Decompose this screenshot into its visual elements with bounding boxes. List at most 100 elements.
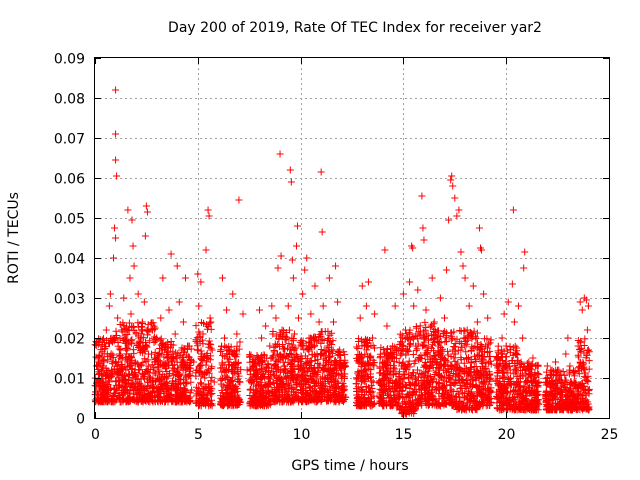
data-point [425,383,433,391]
data-point [106,290,114,298]
data-point [246,353,254,361]
data-point [275,383,283,391]
data-point [448,333,456,341]
data-point [207,341,215,349]
data-point [337,352,345,360]
data-point [579,364,587,372]
data-point [397,338,405,346]
data-point [126,274,134,282]
data-point [390,364,398,372]
data-point [425,397,433,405]
data-point [136,362,144,370]
data-point [151,369,159,377]
data-point [289,398,297,406]
data-point [279,358,287,366]
axis-ticks [95,58,610,419]
data-point [515,405,523,413]
data-point [457,354,465,362]
y-tick-label: 0.06 [54,172,85,188]
data-point [135,342,143,350]
data-point [433,400,441,408]
data-point [357,351,365,359]
data-point [300,368,308,376]
data-point [401,335,409,343]
data-point [378,363,386,371]
data-point [327,359,335,367]
data-point [376,350,384,358]
data-point [365,352,373,360]
data-point [291,355,299,363]
data-point [160,360,168,368]
data-point [220,361,228,369]
data-point [454,346,462,354]
data-point [309,370,317,378]
data-point [438,374,446,382]
data-point [570,378,578,386]
data-point [524,400,532,408]
x-tick-label: 25 [601,427,619,443]
data-point [478,246,486,254]
data-point [551,405,559,413]
data-point [138,394,146,402]
data-point [133,391,141,399]
data-point [399,345,407,353]
data-point [248,401,256,409]
data-point [303,361,311,369]
y-tick-label: 0.04 [54,252,85,268]
data-point [294,388,302,396]
data-point [458,406,466,414]
data-point [556,399,564,407]
data-point [360,394,368,402]
data-point [584,302,592,310]
data-point [269,378,277,386]
data-point [201,397,209,405]
data-point [190,358,198,366]
data-point [577,399,585,407]
data-point [177,362,185,370]
data-point [277,252,285,260]
data-point [554,376,562,384]
data-point [398,382,406,390]
data-point [321,374,329,382]
data-point [499,369,507,377]
data-point [493,372,501,380]
data-point [502,353,510,361]
data-point [441,400,449,408]
x-tick-label: 10 [293,427,311,443]
data-point [380,349,388,357]
data-point [421,385,429,393]
data-point [566,362,574,370]
data-point [311,333,319,341]
data-point [558,391,566,399]
data-point [421,318,429,326]
data-point [180,357,188,365]
data-point [292,350,300,358]
data-point [167,338,175,346]
data-point [411,406,419,414]
data-point [319,302,327,310]
data-point [469,333,477,341]
data-point [464,369,472,377]
data-point [510,387,518,395]
data-point [117,346,125,354]
data-point [477,366,485,374]
data-point [338,366,346,374]
data-point [273,387,281,395]
data-point [266,342,274,350]
data-point [486,370,494,378]
data-point [305,383,313,391]
data-point [199,340,207,348]
data-point [412,342,420,350]
data-point [170,383,178,391]
data-point [95,370,103,378]
data-point [118,388,126,396]
data-point [414,366,422,374]
data-point [574,342,582,350]
data-point [221,376,229,384]
data-point [497,398,505,406]
data-point [569,368,577,376]
data-point [272,332,280,340]
data-point [391,365,399,373]
data-point [123,386,131,394]
data-point [247,351,255,359]
